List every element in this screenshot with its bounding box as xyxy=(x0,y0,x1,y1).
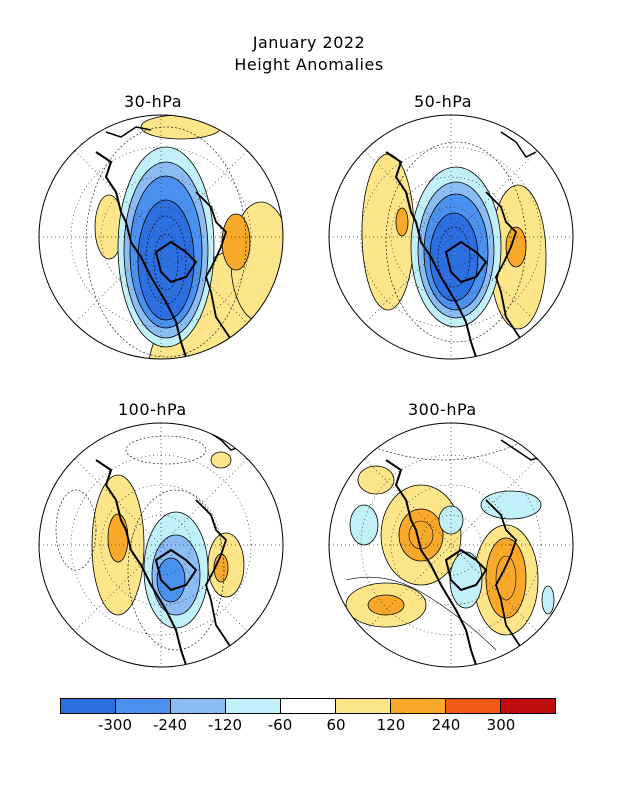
coastline xyxy=(154,240,198,284)
coastline xyxy=(154,548,198,592)
panel-label-300hpa: 300-hPa xyxy=(408,400,477,419)
polar-map-100hpa xyxy=(38,422,284,668)
coastline xyxy=(444,548,488,592)
colorbar-tick-label: -240 xyxy=(152,716,188,734)
colorbar-tick-label: 120 xyxy=(376,716,406,734)
figure-title: January 2022 xyxy=(252,33,366,52)
positive-anomaly-core xyxy=(395,207,409,237)
colorbar-tick-label: 240 xyxy=(431,716,461,734)
colorbar xyxy=(60,698,556,714)
coastline xyxy=(500,439,547,461)
colorbar-tick-label: -60 xyxy=(267,716,293,734)
coastline xyxy=(105,126,152,138)
positive-anomaly-region xyxy=(210,451,232,469)
coastline xyxy=(500,131,537,158)
colorbar-swatch xyxy=(281,699,336,713)
polar-map-50hpa xyxy=(328,114,574,360)
coastline xyxy=(485,191,527,348)
colorbar-tick-label: -120 xyxy=(207,716,243,734)
negative-anomaly-region xyxy=(438,505,464,535)
colorbar-swatch xyxy=(446,699,501,713)
colorbar-tick-label: 300 xyxy=(486,716,516,734)
colorbar-swatch xyxy=(501,699,555,713)
colorbar-tick-label: 60 xyxy=(326,716,346,734)
negative-anomaly-core xyxy=(429,212,479,302)
negative-anomaly-region xyxy=(480,490,542,520)
colorbar-swatch xyxy=(336,699,391,713)
colorbar-swatch xyxy=(116,699,171,713)
coastline xyxy=(205,429,247,451)
positive-anomaly-core xyxy=(213,553,229,583)
polar-map-300hpa xyxy=(328,422,574,668)
positive-anomaly-core xyxy=(107,513,129,563)
coastline xyxy=(95,151,187,358)
colorbar-swatch xyxy=(61,699,116,713)
colorbar-swatch xyxy=(171,699,226,713)
colorbar-tick-label: -300 xyxy=(97,716,133,734)
coastline xyxy=(444,240,488,284)
coastline xyxy=(485,499,527,656)
positive-anomaly-region xyxy=(357,465,395,495)
coastline xyxy=(385,459,477,666)
figure-subtitle: Height Anomalies xyxy=(234,55,384,74)
negative-anomaly-region xyxy=(349,504,379,546)
panel-label-100hpa: 100-hPa xyxy=(118,400,187,419)
colorbar-swatch xyxy=(226,699,281,713)
panel-label-50hpa: 50-hPa xyxy=(414,92,473,111)
positive-anomaly-core xyxy=(367,594,405,616)
negative-anomaly-region xyxy=(541,585,555,615)
negative-anomaly-core xyxy=(156,557,186,603)
positive-anomaly-core xyxy=(398,508,444,562)
panel-label-30hpa: 30-hPa xyxy=(124,92,183,111)
coastline xyxy=(385,151,477,358)
coastline xyxy=(195,499,237,656)
polar-map-30hpa xyxy=(38,114,284,360)
coastline xyxy=(95,459,187,666)
coastline xyxy=(195,191,237,348)
colorbar-swatch xyxy=(391,699,446,713)
positive-anomaly-region xyxy=(140,115,222,140)
positive-anomaly-core xyxy=(485,537,527,619)
